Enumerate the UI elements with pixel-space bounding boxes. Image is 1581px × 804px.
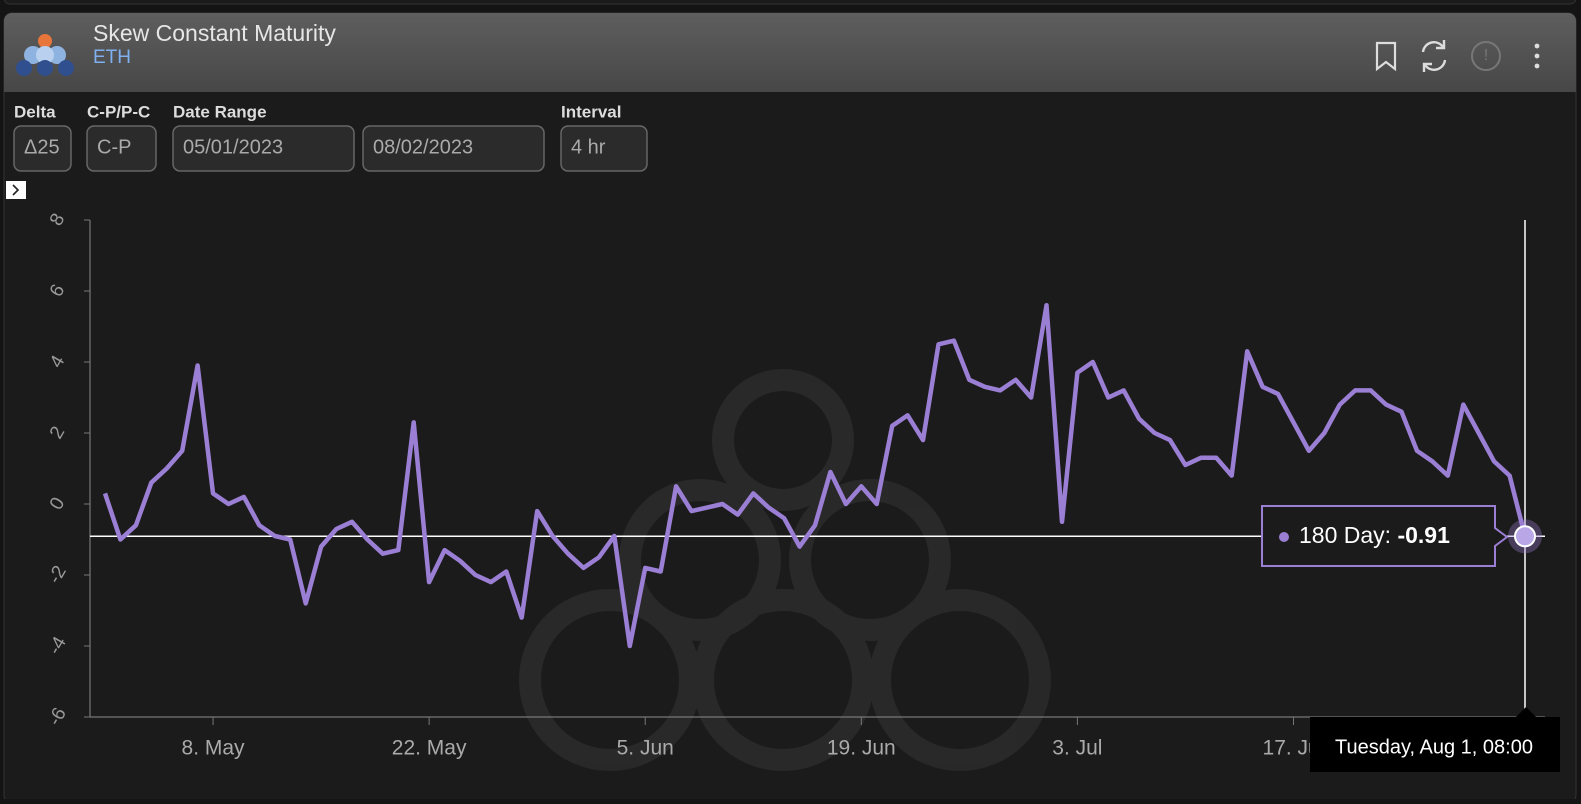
control-label: C-P/P-C	[87, 102, 150, 121]
control-value: Δ25	[24, 136, 60, 158]
date-tooltip-box	[1310, 707, 1560, 772]
control-label: Interval	[561, 102, 621, 121]
control-value: 08/02/2023	[373, 136, 473, 158]
x-tick-label: 22. May	[392, 737, 467, 760]
control-field[interactable]	[560, 125, 648, 172]
control-value: 4 hr	[571, 136, 606, 158]
tooltip-box	[1261, 505, 1509, 567]
alert-icon-mark: !	[1484, 47, 1488, 64]
header-title: Skew Constant Maturity	[93, 20, 336, 46]
tooltip-separator: :	[1385, 522, 1398, 548]
control-label: Delta	[14, 102, 56, 121]
series-line	[102, 302, 1528, 649]
x-tick-label: 5. Jun	[617, 737, 674, 760]
hover-point	[1514, 525, 1536, 548]
date-tooltip-text: Tuesday, Aug 1, 08:00	[1335, 736, 1533, 758]
control-value: 05/01/2023	[183, 136, 283, 158]
menu-icon[interactable]	[1534, 43, 1540, 69]
control-field[interactable]	[13, 125, 72, 172]
x-tick-label: 19. Jun	[827, 737, 896, 760]
x-tick-label: 3. Jul	[1052, 737, 1102, 760]
tooltip-dot	[1279, 532, 1289, 542]
panel-above	[3, 0, 1577, 5]
tooltip-value: -0.91	[1397, 522, 1450, 548]
control-field[interactable]	[362, 125, 545, 172]
alert-icon[interactable]	[1471, 41, 1501, 71]
control-field[interactable]	[86, 125, 157, 172]
bookmark-icon[interactable]	[1375, 41, 1397, 72]
refresh-icon[interactable]	[1421, 40, 1447, 72]
control-field[interactable]	[172, 125, 355, 172]
logo	[16, 34, 74, 76]
x-tick-label: 17. Jul	[1263, 737, 1325, 760]
control-label: Date Range	[173, 102, 267, 121]
x-tick-label: 8. May	[182, 737, 246, 760]
expand-button[interactable]	[6, 181, 26, 199]
header-bar	[4, 13, 1576, 92]
header-subtitle: ETH	[93, 47, 131, 68]
tooltip-series-name: 180 Day	[1299, 522, 1385, 548]
control-value: C-P	[97, 136, 131, 158]
watermark	[519, 369, 1051, 771]
tooltip-text: 180 Day: -0.91	[1299, 522, 1450, 548]
expand-arrow	[12, 184, 20, 196]
